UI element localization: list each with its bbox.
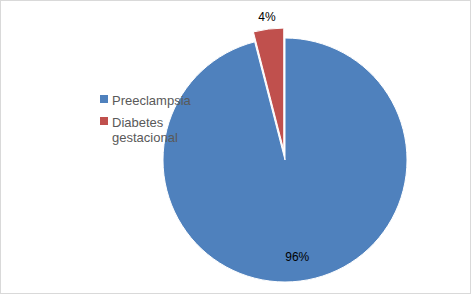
chart-frame: [1, 1, 471, 294]
pie: 96% 4%: [163, 10, 407, 282]
legend-swatch: [100, 95, 108, 103]
legend: Preeclampsia Diabetesgestacional: [100, 93, 192, 146]
legend-swatch: [100, 117, 108, 125]
pie-slice: [253, 28, 283, 150]
legend-label: Preeclampsia: [112, 93, 192, 108]
data-label: 96%: [285, 250, 309, 264]
chart: 96% 4% Preeclampsia Diabetesgestacional: [0, 0, 471, 294]
legend-label: Diabetesgestacional: [112, 115, 178, 146]
pie-slice: [163, 38, 407, 282]
data-label: 4%: [258, 10, 276, 24]
